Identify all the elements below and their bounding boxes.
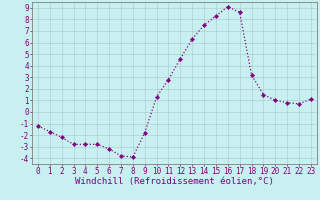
X-axis label: Windchill (Refroidissement éolien,°C): Windchill (Refroidissement éolien,°C): [75, 177, 274, 186]
